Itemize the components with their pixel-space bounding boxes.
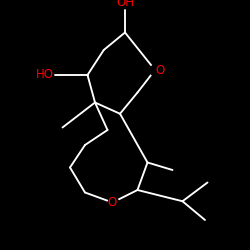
- Text: OH: OH: [116, 0, 134, 9]
- Text: HO: HO: [36, 68, 54, 82]
- Text: O: O: [108, 196, 117, 209]
- Text: O: O: [155, 64, 164, 76]
